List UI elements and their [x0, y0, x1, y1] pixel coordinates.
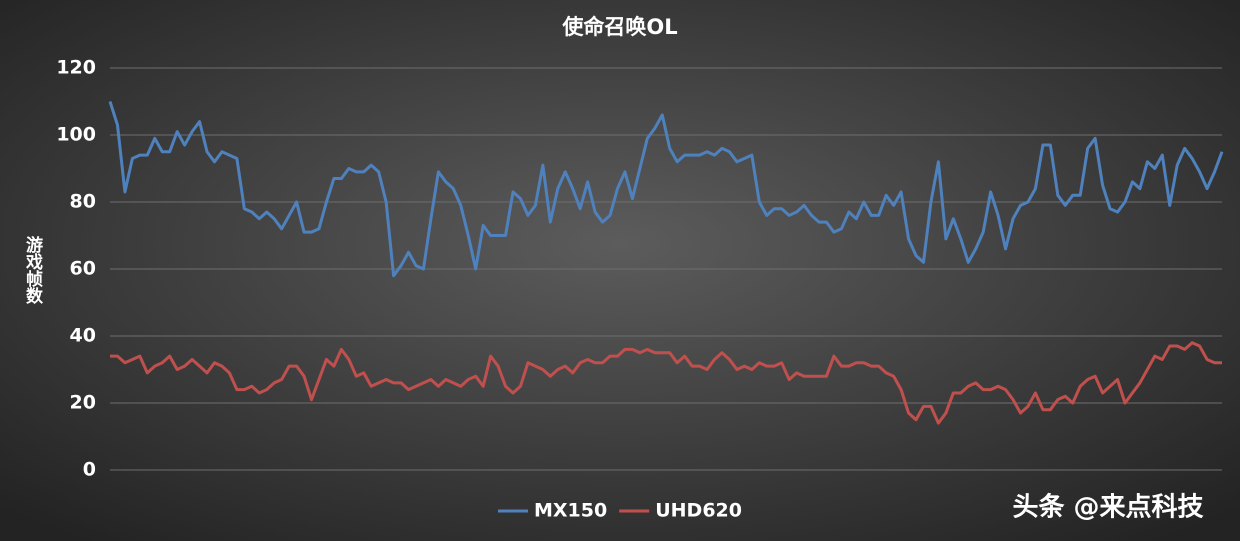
y-tick-label: 0 [83, 459, 96, 481]
y-axis-title: 游戏帧数 [22, 235, 44, 305]
line-series [110, 341, 1222, 425]
watermark: 头条 @来点科技 [1012, 492, 1203, 523]
y-tick-label: 20 [70, 392, 96, 414]
legend-label: MX150 [534, 500, 607, 522]
y-tick-label: 120 [56, 57, 96, 79]
y-tick-label: 80 [70, 191, 96, 213]
y-tick-label: 40 [70, 325, 96, 347]
y-tick-label: 60 [70, 258, 96, 280]
chart-title: 使命召唤OL [561, 15, 677, 39]
legend-label: UHD620 [655, 500, 742, 522]
line-series [108, 101, 1224, 278]
y-tick-label: 100 [56, 124, 96, 146]
